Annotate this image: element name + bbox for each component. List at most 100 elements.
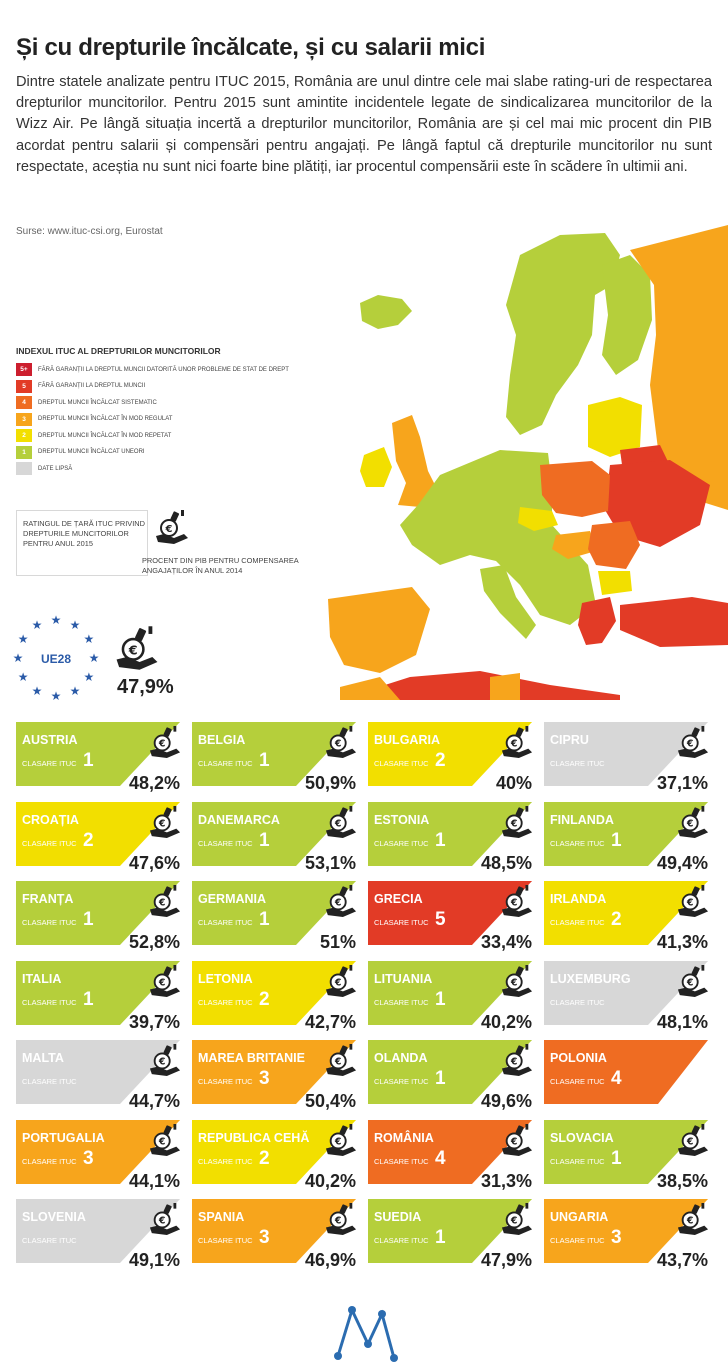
rank-value: 1	[259, 829, 270, 851]
rank-label: CLASARE ITUC	[22, 1156, 77, 1166]
rank-label: CLASARE ITUC	[374, 918, 429, 927]
gdp-percent: 47,9%	[480, 1250, 532, 1270]
card-background	[192, 1199, 356, 1263]
card-background	[368, 801, 532, 866]
country-card: GERMANIA CLASARE ITUC 1 €51%	[192, 881, 358, 952]
map-czech	[518, 507, 558, 531]
gdp-percent: 33,4%	[480, 932, 532, 952]
eu-star: ★	[70, 684, 81, 698]
svg-text:€: €	[510, 818, 518, 829]
country-name: POLONIA	[550, 1051, 607, 1065]
money-hand-icon: €	[156, 510, 188, 544]
eu-star: ★	[18, 632, 29, 646]
rank-label: CLASARE ITUC	[22, 838, 77, 848]
money-hand-icon: €	[500, 1123, 534, 1156]
country-card: IRLANDA CLASARE ITUC 2 €41,3%	[544, 881, 709, 952]
rank-label: CLASARE ITUC	[550, 997, 605, 1007]
money-hand-icon: €	[148, 726, 182, 758]
legend-item: 3 Dreptul muncii încălcat în mod regulat	[16, 412, 316, 427]
rank-value: 1	[259, 750, 270, 771]
legend: INDEXUL ITUC AL DREPTURILOR MUNCITORILOR…	[16, 346, 316, 478]
rank-value: 1	[259, 909, 270, 930]
gdp-percent: 50,4%	[304, 1091, 356, 1111]
money-hand-icon: €	[324, 964, 358, 997]
country-name: REPUBLICA CEHĂ	[198, 1130, 310, 1145]
eu-star: ★	[32, 684, 43, 698]
gdp-percent: 40,2%	[480, 1011, 532, 1032]
legend-label: Fără garanții la dreptul muncii	[38, 383, 146, 389]
gdp-percent: 44,7%	[128, 1091, 180, 1111]
gdp-percent: 40,2%	[304, 1170, 356, 1191]
svg-text:€: €	[510, 977, 518, 988]
rank-value: 1	[611, 829, 622, 851]
card-background	[544, 801, 708, 866]
money-hand-icon: €	[324, 885, 358, 917]
m-logo	[334, 1305, 398, 1362]
rank-label: CLASARE ITUC	[374, 1077, 429, 1086]
svg-text:€: €	[165, 524, 173, 535]
eu-stars-icon: ★ ★★★★★★★★★★★	[13, 613, 100, 703]
svg-text:€: €	[686, 977, 694, 988]
money-hand-icon: €	[500, 885, 534, 917]
map-scandinavia	[506, 233, 620, 435]
rank-label: CLASARE ITUC	[550, 918, 605, 927]
gdp-percent: 49,1%	[128, 1250, 180, 1270]
legend-label: Dreptul muncii încălcat în mod repetat	[38, 432, 172, 439]
country-card: MALTA CLASARE ITUC €44,7%	[16, 1040, 181, 1111]
rank-label: CLASARE ITUC	[198, 918, 253, 927]
legend-label: Dreptul muncii încălcat sistematic	[38, 399, 157, 406]
rank-label: CLASARE ITUC	[198, 1156, 253, 1166]
rank-label: CLASARE ITUC	[374, 759, 429, 768]
country-name: BELGIA	[198, 733, 246, 747]
country-card: PORTUGALIA CLASARE ITUC 3 €44,1%	[16, 1119, 181, 1191]
country-name: ITALIA	[22, 971, 62, 986]
legend-label: Date lipsă	[38, 465, 73, 472]
rank-value: 4	[435, 1147, 446, 1169]
card-background	[544, 1199, 708, 1263]
gdp-percent: 53,1%	[304, 852, 356, 873]
legend-swatch: 5	[16, 379, 32, 393]
svg-text:€: €	[334, 818, 342, 829]
money-hand-icon: €	[324, 726, 358, 758]
money-hand-icon: €	[500, 964, 534, 997]
map-romania	[588, 521, 640, 569]
page-title: Și cu drepturile încălcate, și cu salari…	[16, 34, 486, 61]
rank-value: 1	[83, 750, 94, 771]
money-hand-icon: €	[676, 726, 710, 758]
country-card: UNGARIA CLASARE ITUC 3 €43,7%	[544, 1199, 709, 1270]
rank-label: CLASARE ITUC	[550, 759, 605, 768]
country-name: LUXEMBURG	[550, 971, 631, 986]
card-background	[16, 1119, 180, 1184]
rank-label: CLASARE ITUC	[22, 997, 77, 1007]
card-background	[16, 1040, 180, 1104]
rank-value: 2	[435, 750, 446, 771]
country-name: GERMANIA	[198, 892, 267, 906]
country-card: BELGIA CLASARE ITUC 1 €50,9%	[192, 722, 358, 793]
card-background	[368, 960, 532, 1025]
country-name: SPANIA	[198, 1210, 245, 1224]
gdp-percent: 38,5%	[656, 1170, 708, 1191]
country-name: SLOVENIA	[22, 1210, 86, 1224]
map-iberia	[328, 587, 430, 673]
map-baltics	[588, 397, 642, 457]
gdp-percent: 44,1%	[128, 1170, 180, 1191]
legend-swatch: 2	[16, 429, 32, 442]
rank-value: 3	[611, 1227, 622, 1248]
country-name: FINLANDA	[550, 812, 614, 827]
rank-value: 4	[611, 1068, 622, 1089]
country-card: ITALIA CLASARE ITUC 1 €39,7%	[16, 960, 181, 1032]
country-card: LUXEMBURG CLASARE ITUC €48,1%	[544, 960, 709, 1032]
gdp-percent: 52,8%	[128, 932, 180, 952]
money-hand-icon: €	[148, 1203, 182, 1235]
country-card: GRECIA CLASARE ITUC 5 €33,4%	[368, 881, 534, 952]
eu-star: ★	[51, 689, 62, 703]
map-italy	[480, 565, 536, 639]
svg-text:€: €	[158, 818, 166, 829]
legend-label: Dreptul muncii încălcat uneori	[38, 449, 145, 455]
source-note: Surse: www.ituc-csi.org, Eurostat	[16, 226, 163, 237]
rank-label: CLASARE ITUC	[550, 838, 605, 848]
money-hand-icon: €	[500, 805, 534, 838]
rank-value: 1	[611, 1147, 622, 1169]
country-name: GRECIA	[374, 892, 423, 906]
map-ireland	[360, 447, 392, 487]
